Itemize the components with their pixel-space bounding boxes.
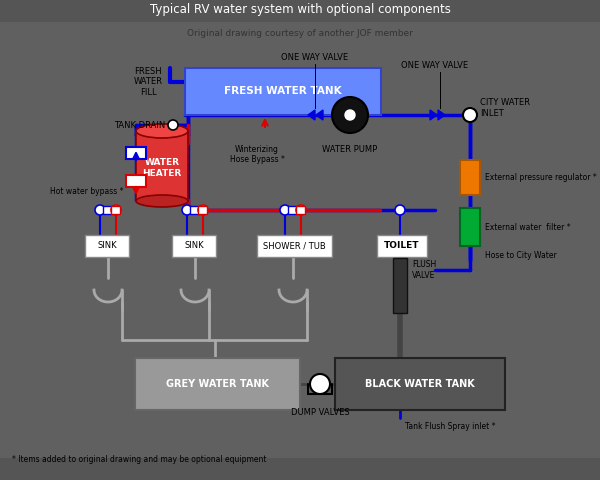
Bar xyxy=(103,206,112,214)
Bar xyxy=(460,208,480,246)
Circle shape xyxy=(332,97,368,133)
Text: * Items added to original drawing and may be optional equipment: * Items added to original drawing and ma… xyxy=(12,456,266,465)
Text: SHOWER / TUB: SHOWER / TUB xyxy=(263,241,326,251)
Bar xyxy=(296,206,305,214)
Text: Typical RV water system with optional components: Typical RV water system with optional co… xyxy=(149,3,451,16)
Bar xyxy=(136,131,188,201)
Ellipse shape xyxy=(136,195,188,207)
Text: ONE WAY VALVE: ONE WAY VALVE xyxy=(401,61,469,70)
Text: WATER
HEATER: WATER HEATER xyxy=(142,158,182,178)
Text: WATER PUMP: WATER PUMP xyxy=(322,145,377,154)
Bar xyxy=(377,235,427,257)
Bar xyxy=(393,258,407,313)
Circle shape xyxy=(111,205,121,215)
Polygon shape xyxy=(316,110,323,120)
Polygon shape xyxy=(438,110,445,120)
Bar xyxy=(335,358,505,410)
Bar xyxy=(0,0,600,22)
Bar xyxy=(126,147,146,159)
Text: TANK DRAIN: TANK DRAIN xyxy=(114,120,165,130)
Text: BLACK WATER TANK: BLACK WATER TANK xyxy=(365,379,475,389)
Bar xyxy=(85,235,129,257)
Circle shape xyxy=(280,205,290,215)
Circle shape xyxy=(182,205,192,215)
Text: CITY WATER
INLET: CITY WATER INLET xyxy=(480,98,530,118)
Text: SINK: SINK xyxy=(97,241,117,251)
Text: SINK: SINK xyxy=(184,241,204,251)
Bar xyxy=(0,458,600,480)
Bar xyxy=(190,206,199,214)
Circle shape xyxy=(95,205,105,215)
Circle shape xyxy=(198,205,208,215)
Circle shape xyxy=(310,374,330,394)
Bar xyxy=(198,206,207,214)
Bar xyxy=(460,160,480,195)
Bar xyxy=(288,206,297,214)
Text: ONE WAY VALVE: ONE WAY VALVE xyxy=(281,53,349,62)
Bar xyxy=(135,358,300,410)
Circle shape xyxy=(168,120,178,130)
Text: FRESH
WATER
FILL: FRESH WATER FILL xyxy=(133,67,163,97)
Bar xyxy=(185,68,381,115)
Circle shape xyxy=(345,110,355,120)
Text: Hose to City Water: Hose to City Water xyxy=(485,251,557,260)
Text: FRESH WATER TANK: FRESH WATER TANK xyxy=(224,86,342,96)
Circle shape xyxy=(296,205,306,215)
Polygon shape xyxy=(430,110,437,120)
Circle shape xyxy=(463,108,477,122)
Text: FLUSH
VALVE: FLUSH VALVE xyxy=(412,260,436,280)
Text: TOILET: TOILET xyxy=(384,241,420,251)
Text: Hot water bypass *: Hot water bypass * xyxy=(50,188,124,196)
Text: External water  filter *: External water filter * xyxy=(485,223,571,231)
Text: DUMP VALVES: DUMP VALVES xyxy=(290,408,349,417)
Circle shape xyxy=(395,205,405,215)
Text: GREY WATER TANK: GREY WATER TANK xyxy=(166,379,269,389)
Text: External pressure regulator *: External pressure regulator * xyxy=(485,173,597,182)
Bar xyxy=(126,175,146,187)
Text: Tank Flush Spray inlet *: Tank Flush Spray inlet * xyxy=(405,422,496,431)
Text: Winterizing
Hose Bypass *: Winterizing Hose Bypass * xyxy=(230,145,284,164)
Ellipse shape xyxy=(136,124,188,138)
Bar xyxy=(111,206,120,214)
Bar xyxy=(172,235,216,257)
Polygon shape xyxy=(308,110,315,120)
Bar xyxy=(257,235,332,257)
Text: Original drawing courtesy of another JOF member: Original drawing courtesy of another JOF… xyxy=(187,28,413,37)
